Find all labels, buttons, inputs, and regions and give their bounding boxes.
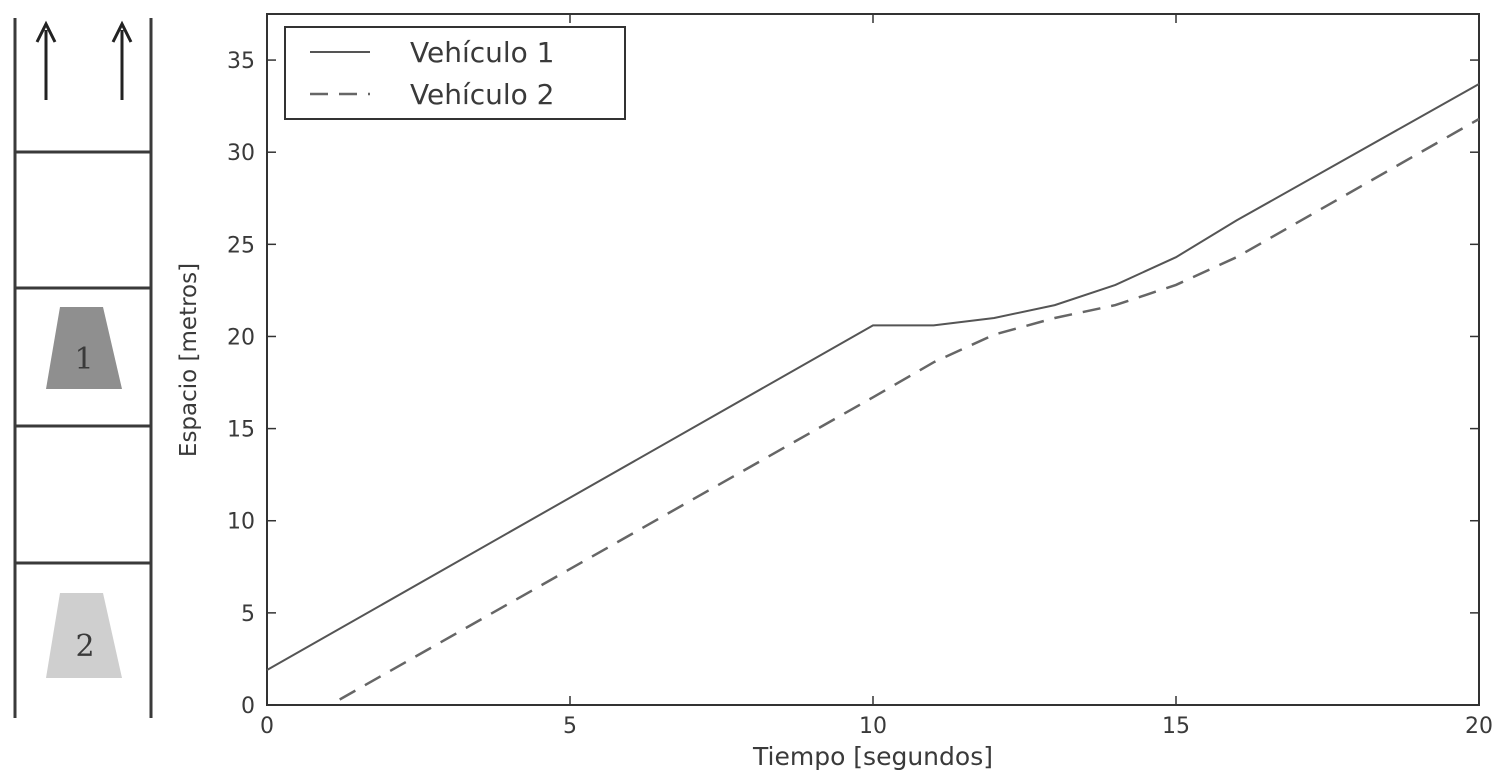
y-tick-label: 5	[241, 602, 255, 627]
legend-label-vehicle-1: Vehículo 1	[410, 36, 555, 69]
vehicle-2-label: 2	[75, 629, 94, 664]
series-line-vehicle-2	[339, 117, 1480, 701]
series-layer	[266, 83, 1480, 701]
x-tick-label: 15	[1162, 714, 1190, 739]
y-axis-label: Espacio [metros]	[176, 263, 202, 457]
series-line-vehicle-1	[266, 83, 1480, 671]
legend-label-vehicle-2: Vehículo 2	[410, 78, 555, 111]
x-axis-label: Tiempo [segundos]	[752, 742, 993, 770]
y-tick-label: 0	[241, 694, 255, 719]
legend-frame	[284, 26, 626, 120]
y-tick-label: 20	[227, 325, 255, 350]
y-tick-label: 35	[227, 49, 255, 74]
y-tick-label: 30	[227, 141, 255, 166]
x-tick-label: 10	[859, 714, 887, 739]
up-arrow-icon	[111, 20, 133, 100]
y-tick-label: 25	[227, 233, 255, 258]
legend: Vehículo 1 Vehículo 2	[284, 26, 626, 120]
chart: 0 5 10 15 20 0 5 10 15 20 25 30 35 Tiempo [segundos]…	[176, 13, 1493, 770]
vehicle-2-body	[46, 593, 122, 678]
y-tick-label: 15	[227, 418, 255, 443]
road-diagram: 1 2	[13, 18, 153, 718]
vehicle-1: 1	[46, 307, 122, 389]
up-arrow-icon	[35, 20, 57, 100]
x-tick-label: 0	[260, 714, 274, 739]
ticks: 0 5 10 15 20 0 5 10 15 20 25 30 35	[227, 14, 1493, 739]
vehicle-2: 2	[46, 593, 122, 678]
x-tick-label: 20	[1465, 714, 1493, 739]
y-tick-label: 10	[227, 510, 255, 535]
vehicle-1-body	[46, 307, 122, 389]
x-tick-label: 5	[563, 714, 577, 739]
vehicle-1-label: 1	[74, 342, 93, 377]
